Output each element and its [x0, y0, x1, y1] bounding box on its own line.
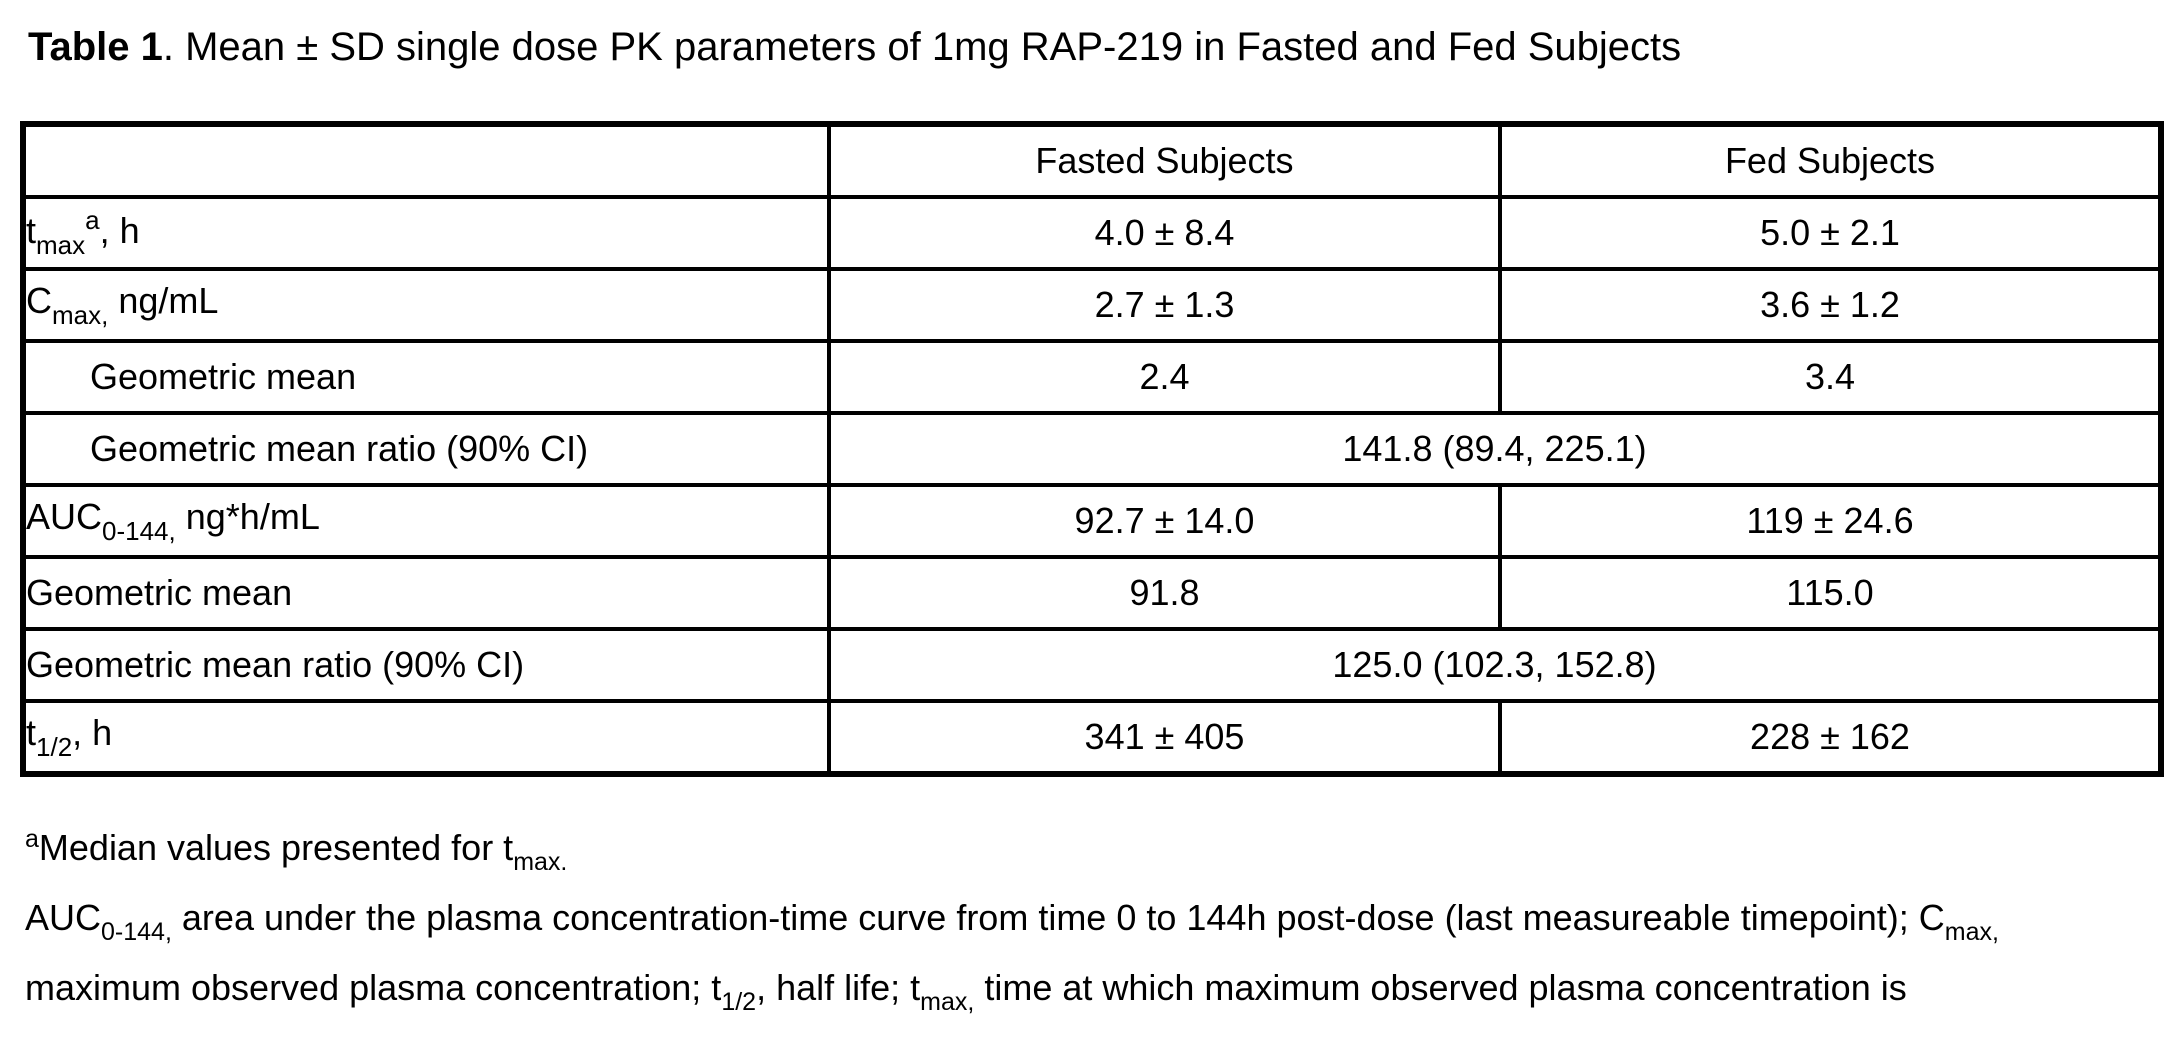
cell-auc-fasted: 92.7 ± 14.0: [827, 483, 1502, 559]
header-fed: Fed Subjects: [1498, 122, 2163, 199]
auc-unit: ng*h/mL: [175, 495, 320, 537]
label-cmax-gmr: Geometric mean ratio (90% CI): [21, 411, 831, 487]
footnote-abbrev-line3: achieved: [25, 1030, 1999, 1038]
cell-thalf-fasted: 341 ± 405: [827, 699, 1502, 776]
tmax-unit: , h: [99, 210, 140, 251]
tmax-subscript: max: [36, 230, 86, 260]
footnote-a-superscript: a: [25, 825, 39, 853]
label-auc: AUC0-144, ng*h/mL: [21, 483, 831, 559]
cell-tmax-fasted: 4.0 ± 8.4: [827, 195, 1502, 271]
row-auc-gmr: Geometric mean ratio (90% CI) 125.0 (102…: [21, 627, 2163, 703]
cell-cmax-fed: 3.6 ± 1.2: [1498, 267, 2163, 343]
row-auc-geomean: Geometric mean 91.8 115.0: [21, 555, 2163, 631]
pk-parameters-table: Fasted Subjects Fed Subjects tmaxa, h 4.…: [20, 121, 2164, 777]
tmax-superscript: a: [85, 205, 100, 235]
label-auc-geomean: Geometric mean: [21, 555, 831, 631]
cell-tmax-fed: 5.0 ± 2.1: [1498, 195, 2163, 271]
tmax-base: t: [26, 210, 37, 251]
row-cmax-gmr: Geometric mean ratio (90% CI) 141.8 (89.…: [21, 411, 2163, 487]
thalf-base: t: [26, 711, 37, 753]
table-title-number: Table 1: [28, 25, 163, 69]
cell-cmax-geomean-fed: 3.4: [1498, 339, 2163, 415]
row-auc: AUC0-144, ng*h/mL 92.7 ± 14.0 119 ± 24.6: [21, 483, 2163, 559]
label-cmax: Cmax, ng/mL: [21, 267, 831, 343]
footnote-median: aMedian values presented for tmax.: [25, 825, 568, 876]
row-thalf: t1/2, h 341 ± 405 228 ± 162: [21, 699, 2163, 776]
footnote-abbrev-line2: maximum observed plasma concentration; t…: [25, 967, 1907, 1016]
auc-base: AUC: [26, 495, 103, 537]
footnote-abbrev-line1: AUC0-144, area under the plasma concentr…: [25, 897, 1999, 946]
cell-auc-fed: 119 ± 24.6: [1498, 483, 2163, 559]
table-title-text: . Mean ± SD single dose PK parameters of…: [162, 25, 1682, 69]
cmax-base: C: [26, 279, 52, 321]
cmax-unit: ng/mL: [108, 279, 219, 321]
cell-cmax-fasted: 2.7 ± 1.3: [827, 267, 1502, 343]
header-empty-cell: [21, 122, 831, 199]
table-title: Table 1. Mean ± SD single dose PK parame…: [28, 22, 1681, 72]
cell-auc-geomean-fasted: 91.8: [827, 555, 1502, 631]
thalf-subscript: 1/2: [36, 731, 73, 762]
cell-cmax-geomean-fasted: 2.4: [827, 339, 1502, 415]
auc-subscript: 0-144,: [102, 515, 176, 546]
header-fasted: Fasted Subjects: [827, 122, 1502, 199]
cell-auc-geomean-fed: 115.0: [1498, 555, 2163, 631]
cmax-subscript: max,: [52, 299, 109, 330]
thalf-unit: , h: [72, 711, 113, 753]
cell-cmax-gmr-value: 141.8 (89.4, 225.1): [827, 411, 2163, 487]
row-tmax: tmaxa, h 4.0 ± 8.4 5.0 ± 2.1: [21, 195, 2163, 271]
footnotes: aMedian values presented for tmax. AUC0-…: [25, 812, 1999, 1038]
row-cmax: Cmax, ng/mL 2.7 ± 1.3 3.6 ± 1.2: [21, 267, 2163, 343]
row-cmax-geomean: Geometric mean 2.4 3.4: [21, 339, 2163, 415]
header-row: Fasted Subjects Fed Subjects: [21, 122, 2163, 199]
cell-auc-gmr-value: 125.0 (102.3, 152.8): [827, 627, 2163, 703]
label-tmax: tmaxa, h: [21, 195, 831, 271]
label-auc-gmr: Geometric mean ratio (90% CI): [21, 627, 831, 703]
label-thalf: t1/2, h: [21, 699, 831, 776]
label-cmax-geomean: Geometric mean: [21, 339, 831, 415]
cell-thalf-fed: 228 ± 162: [1498, 699, 2163, 776]
